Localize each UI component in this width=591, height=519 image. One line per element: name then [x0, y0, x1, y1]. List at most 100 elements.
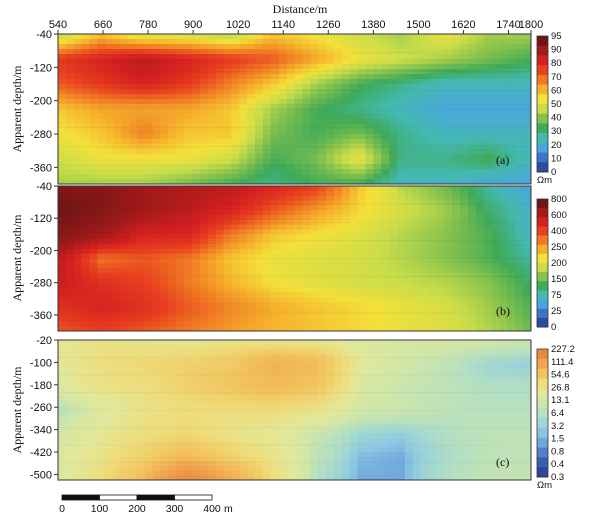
- heatmap-cell: [467, 195, 477, 202]
- heatmap-cell: [294, 190, 303, 197]
- heatmap-cell: [255, 358, 264, 364]
- heatmap-cell: [105, 410, 114, 416]
- heatmap-cell: [247, 179, 256, 184]
- heatmap-cell: [128, 268, 138, 274]
- heatmap-cell: [262, 410, 272, 416]
- heatmap-cell: [168, 386, 177, 392]
- heatmap-cell: [215, 302, 225, 308]
- heatmap-cell: [420, 349, 430, 355]
- heatmap-cell: [73, 159, 83, 165]
- heatmap-cell: [144, 94, 154, 100]
- heatmap-cell: [152, 396, 162, 402]
- heatmap-cell: [121, 239, 130, 245]
- colorbar-tick-label: 20: [551, 140, 562, 151]
- heatmap-cell: [105, 74, 114, 80]
- heatmap-cell: [326, 306, 335, 313]
- heatmap-cell: [255, 306, 264, 313]
- heatmap-cell: [199, 258, 209, 264]
- heatmap-cell: [192, 400, 201, 406]
- heatmap-cell: [168, 410, 177, 416]
- heatmap-cell: [326, 64, 335, 70]
- heatmap-cell: [199, 89, 209, 95]
- heatmap-cell: [168, 282, 177, 289]
- heatmap-cell: [357, 386, 367, 392]
- heatmap-cell: [491, 391, 501, 397]
- heatmap-cell: [452, 244, 461, 250]
- heatmap-cell: [452, 419, 461, 425]
- heatmap-cell: [168, 306, 177, 313]
- heatmap-cell: [420, 273, 430, 279]
- heatmap-cell: [294, 229, 303, 235]
- heatmap-cell: [105, 377, 114, 383]
- heatmap-cell: [365, 119, 374, 125]
- heatmap-cell: [452, 69, 461, 75]
- heatmap-cell: [318, 414, 327, 420]
- heatmap-cell: [483, 287, 493, 293]
- heatmap-cell: [381, 229, 390, 235]
- heatmap-cell: [460, 205, 469, 211]
- heatmap-cell: [420, 139, 430, 145]
- heatmap-cell: [262, 64, 272, 70]
- heatmap-cell: [507, 159, 516, 165]
- heatmap-cell: [373, 64, 382, 70]
- heatmap-cell: [491, 179, 501, 184]
- heatmap-cell: [105, 358, 114, 364]
- heatmap-cell: [136, 205, 146, 211]
- heatmap-cell: [262, 195, 272, 202]
- heatmap-cell: [412, 414, 422, 420]
- heatmap-cell: [349, 344, 359, 350]
- heatmap-cell: [523, 396, 531, 402]
- heatmap-cell: [105, 349, 114, 355]
- heatmap-cell: [168, 311, 177, 318]
- heatmap-cell: [452, 349, 461, 355]
- heatmap-cell: [65, 358, 75, 364]
- heatmap-cell: [483, 433, 493, 439]
- heatmap-cell: [381, 74, 390, 80]
- heatmap-cell: [278, 179, 288, 184]
- heatmap-cell: [460, 244, 469, 250]
- heatmap-cell: [365, 244, 374, 250]
- heatmap-cell: [105, 363, 114, 369]
- heatmap-cell: [215, 74, 225, 80]
- heatmap-cell: [373, 39, 382, 45]
- heatmap-cell: [121, 405, 130, 411]
- heatmap-cell: [467, 84, 477, 90]
- heatmap-cell: [144, 39, 154, 45]
- heatmap-cell: [121, 306, 130, 313]
- heatmap-cell: [262, 229, 272, 235]
- heatmap-cell: [255, 239, 264, 245]
- heatmap-cell: [89, 79, 99, 85]
- heatmap-cell: [89, 129, 99, 135]
- heatmap-cell: [420, 119, 430, 125]
- heatmap-cell: [420, 134, 430, 140]
- heatmap-cell: [318, 382, 327, 388]
- heatmap-cell: [215, 64, 225, 70]
- colorbar-swatch: [537, 235, 548, 246]
- heatmap-cell: [144, 400, 154, 406]
- heatmap-cell: [365, 410, 374, 416]
- heatmap-cell: [452, 311, 461, 318]
- heatmap-cell: [192, 391, 201, 397]
- heatmap-cell: [294, 34, 303, 40]
- heatmap-cell: [247, 164, 256, 170]
- heatmap-cell: [381, 159, 390, 165]
- heatmap-cell: [475, 154, 485, 160]
- heatmap-cell: [89, 268, 99, 274]
- heatmap-cell: [310, 363, 319, 369]
- heatmap-cell: [349, 109, 359, 115]
- heatmap-cell: [121, 248, 130, 255]
- x-tick-label: 1260: [316, 19, 340, 31]
- heatmap-cell: [389, 205, 398, 211]
- heatmap-cell: [286, 99, 296, 105]
- heatmap-cell: [223, 195, 233, 202]
- heatmap-cell: [396, 326, 406, 331]
- heatmap-cell: [136, 433, 146, 439]
- heatmap-cell: [310, 144, 319, 150]
- heatmap-cell: [184, 428, 193, 434]
- heatmap-cell: [404, 244, 414, 250]
- heatmap-cell: [121, 244, 130, 250]
- heatmap-cell: [310, 396, 319, 402]
- heatmap-cell: [255, 410, 264, 416]
- heatmap-cell: [231, 174, 240, 180]
- heatmap-cell: [121, 354, 130, 360]
